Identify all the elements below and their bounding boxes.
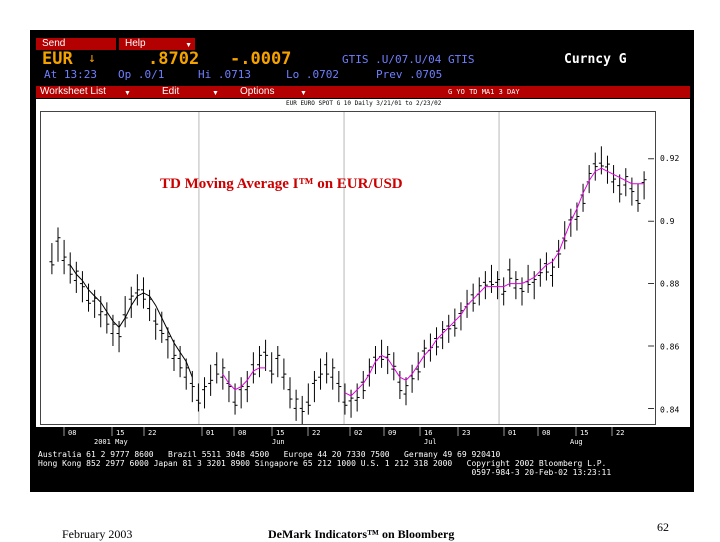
y-tick-label: 0.86 bbox=[660, 343, 679, 352]
send-label: Send bbox=[42, 38, 66, 49]
ticker-symbol: EUR bbox=[42, 49, 73, 69]
x-tick-label: 08 bbox=[542, 429, 550, 437]
study-indicator-label: G YO TD MA1 3 DAY bbox=[448, 88, 520, 96]
net-change: -.0007 bbox=[230, 49, 292, 69]
price-chart[interactable] bbox=[40, 111, 656, 425]
x-tick-label: 15 bbox=[580, 429, 588, 437]
x-tick-label: 16 bbox=[424, 429, 432, 437]
y-tick-label: 0.92 bbox=[660, 154, 679, 163]
x-tick-label: 15 bbox=[116, 429, 124, 437]
quote-low: Lo .0702 bbox=[286, 68, 339, 81]
help-label: Help bbox=[125, 38, 146, 49]
y-tick-label: 0.84 bbox=[660, 405, 679, 414]
y-axis: 0.84 0.86 0.88 0.9 0.92 bbox=[660, 154, 679, 414]
chart-header: EUR EURO SPOT G 10 Daily 3/21/01 to 2/23… bbox=[286, 100, 442, 107]
worksheet-list-label: Worksheet List bbox=[40, 86, 106, 97]
page-number: 62 bbox=[657, 520, 669, 534]
y-tick-label: 0.9 bbox=[660, 217, 675, 226]
moving-average-line bbox=[222, 167, 645, 397]
worksheet-list-button[interactable]: Worksheet List ▼ bbox=[40, 86, 131, 98]
x-tick-label: 22 bbox=[312, 429, 320, 437]
quote-time: At 13:23 bbox=[44, 68, 97, 81]
help-menu-button[interactable]: Help ▼ bbox=[119, 38, 195, 50]
x-tick-label: 09 bbox=[388, 429, 396, 437]
dropdown-arrow-icon: ▼ bbox=[300, 90, 307, 97]
quote-prev: Prev .0705 bbox=[376, 68, 443, 81]
options-button[interactable]: Options ▼ bbox=[240, 86, 307, 98]
dropdown-arrow-icon: ▼ bbox=[185, 42, 192, 49]
footer-line: Australia 61 2 9777 8600 Brazil 5511 304… bbox=[38, 450, 501, 459]
options-label: Options bbox=[240, 86, 275, 97]
terminal-footer: Australia 61 2 9777 8600 Brazil 5511 304… bbox=[36, 448, 690, 490]
footer-line: 0597-984-3 20-Feb-02 13:23:11 bbox=[38, 468, 612, 477]
x-tick-label: 02 bbox=[354, 429, 362, 437]
quote-source: GTIS .U/07.U/04 GTIS bbox=[342, 53, 475, 66]
x-month-label: Jul bbox=[424, 438, 437, 446]
chart-title: TD Moving Average I™ on EUR/USD bbox=[160, 176, 403, 192]
chart-toolbar: Worksheet List ▼ Edit ▼ Options ▼ G YO T… bbox=[36, 86, 690, 98]
x-tick-label: 22 bbox=[616, 429, 624, 437]
edit-button[interactable]: Edit ▼ bbox=[162, 86, 222, 98]
footer-title: DeMark Indicators™ on Bloomberg bbox=[268, 527, 455, 541]
x-month-label: 2001 May bbox=[94, 438, 128, 446]
bloomberg-terminal: Send Help ▼ EUR ↓ .8702 -.0007 GTIS .U/0… bbox=[30, 30, 694, 492]
quote-open: Op .0/1 bbox=[118, 68, 165, 81]
x-tick-label: 01 bbox=[508, 429, 516, 437]
footer-date: February 2003 bbox=[62, 527, 133, 541]
quote-high: Hi .0713 bbox=[198, 68, 251, 81]
moving-average-line bbox=[69, 264, 193, 378]
x-tick-label: 15 bbox=[276, 429, 284, 437]
x-tick-label: 08 bbox=[68, 429, 76, 437]
x-month-label: Aug bbox=[570, 438, 583, 446]
send-menu-button[interactable]: Send bbox=[36, 38, 116, 50]
x-tick-label: 22 bbox=[148, 429, 156, 437]
x-tick-label: 08 bbox=[238, 429, 246, 437]
last-price: .8702 bbox=[148, 49, 200, 69]
chart-frame: EUR EURO SPOT G 10 Daily 3/21/01 to 2/23… bbox=[36, 99, 690, 427]
dropdown-arrow-icon: ▼ bbox=[124, 90, 131, 97]
x-axis: 08 15 22 01 08 15 22 02 09 16 23 01 08 15 22 2001 May Ju… bbox=[36, 427, 690, 447]
y-tick-label: 0.88 bbox=[660, 280, 679, 289]
x-tick-label: 01 bbox=[206, 429, 214, 437]
footer-line: Hong Kong 852 2977 6000 Japan 81 3 3201 … bbox=[38, 459, 607, 468]
direction-arrow-icon: ↓ bbox=[88, 51, 96, 66]
market-sector: Curncy G bbox=[564, 52, 627, 67]
x-month-label: Jun bbox=[272, 438, 285, 446]
edit-label: Edit bbox=[162, 86, 180, 97]
dropdown-arrow-icon: ▼ bbox=[212, 90, 219, 97]
x-tick-label: 23 bbox=[462, 429, 470, 437]
